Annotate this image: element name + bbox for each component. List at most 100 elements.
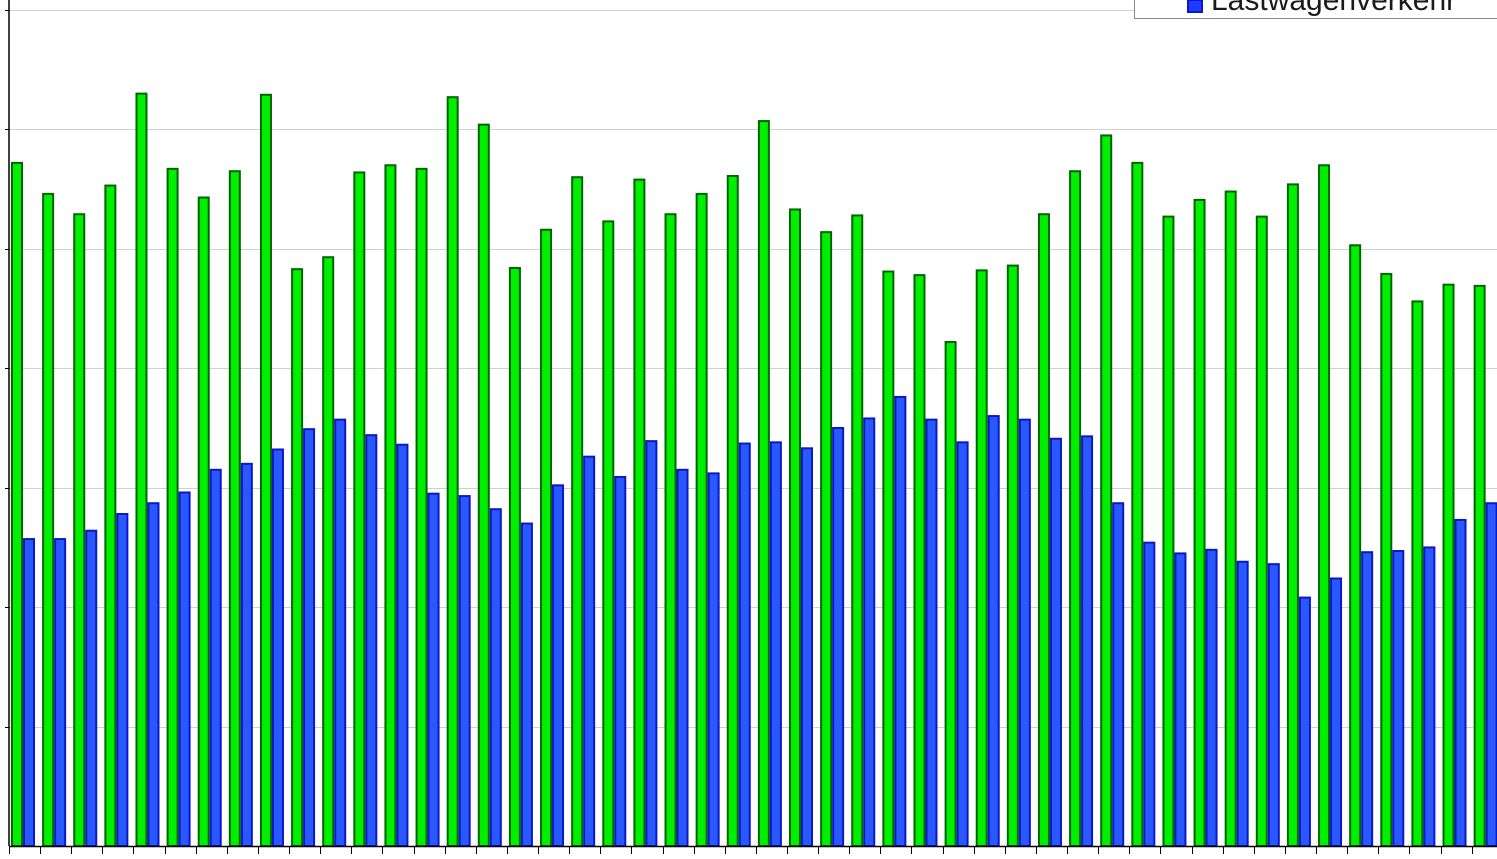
bar-series-1 — [1037, 213, 1050, 848]
bar-series-1 — [1255, 215, 1268, 847]
bar-series-1 — [1442, 283, 1455, 847]
legend-swatch-lastwagenverkehr — [1187, 0, 1203, 13]
bar-series-1 — [1224, 190, 1237, 847]
bar-lastwagenverkehr — [1112, 502, 1125, 847]
bar-lastwagenverkehr — [271, 448, 284, 847]
bar-series-1 — [1473, 284, 1486, 847]
bar-series-1 — [11, 161, 23, 847]
bar-lastwagenverkehr — [1205, 548, 1218, 847]
bar-series-1 — [135, 92, 148, 848]
bar-lastwagenverkehr — [178, 491, 191, 847]
bar-lastwagenverkehr — [614, 475, 627, 847]
bar-lastwagenverkehr — [54, 538, 67, 847]
bar-lastwagenverkehr — [1081, 435, 1094, 847]
bar-lastwagenverkehr — [863, 417, 876, 847]
bar-series-1 — [166, 167, 179, 847]
bar-series-1 — [322, 256, 335, 847]
bar-series-1 — [73, 213, 86, 848]
bar-lastwagenverkehr — [1143, 541, 1156, 847]
bar-series-1 — [1349, 244, 1362, 847]
bar-lastwagenverkehr — [458, 495, 471, 847]
bar-series-1 — [789, 208, 801, 847]
bar-lastwagenverkehr — [1236, 560, 1249, 847]
legend-label-lastwagenverkehr: Lastwagenverkehr — [1211, 0, 1457, 17]
bar-series-1 — [1193, 198, 1206, 848]
bar-lastwagenverkehr — [209, 468, 222, 847]
bar-lastwagenverkehr — [832, 427, 845, 847]
bar-lastwagenverkehr — [645, 440, 658, 847]
bar-series-1 — [1069, 170, 1082, 847]
bar-lastwagenverkehr — [707, 472, 720, 847]
bars — [11, 92, 1497, 848]
bar-series-1 — [1411, 300, 1424, 847]
bar-series-1 — [882, 270, 895, 847]
bar-series-1 — [104, 184, 117, 847]
bar-series-1 — [851, 214, 864, 848]
bar-lastwagenverkehr — [1454, 518, 1467, 848]
bar-lastwagenverkehr — [552, 484, 565, 847]
bar-lastwagenverkehr — [801, 447, 813, 847]
bar-lastwagenverkehr — [1267, 563, 1280, 847]
bar-series-1 — [726, 175, 739, 847]
bar-lastwagenverkehr — [1330, 577, 1343, 847]
bar-lastwagenverkehr — [676, 468, 689, 847]
bar-lastwagenverkehr — [769, 441, 782, 847]
bar-series-1 — [820, 231, 833, 847]
bar-series-1 — [508, 266, 521, 848]
bar-lastwagenverkehr — [489, 508, 502, 847]
bar-lastwagenverkehr — [738, 442, 751, 847]
bar-lastwagenverkehr — [583, 455, 596, 847]
bar-lastwagenverkehr — [1485, 502, 1497, 847]
bar-lastwagenverkehr — [925, 418, 938, 847]
bar-lastwagenverkehr — [365, 434, 378, 847]
bar-series-1 — [446, 96, 459, 847]
bar-lastwagenverkehr — [334, 418, 347, 847]
bar-lastwagenverkehr — [1298, 596, 1311, 847]
bar-series-1 — [757, 120, 770, 848]
bar-series-1 — [291, 268, 304, 848]
legend: Lastwagenverkehr — [1134, 0, 1497, 19]
bar-lastwagenverkehr — [894, 395, 907, 847]
bar-lastwagenverkehr — [427, 492, 440, 847]
bar-series-1 — [664, 213, 677, 848]
bar-lastwagenverkehr — [956, 441, 969, 847]
bar-lastwagenverkehr — [1018, 418, 1031, 847]
bar-lastwagenverkehr — [1423, 546, 1436, 848]
bar-series-1 — [975, 269, 988, 847]
bar-lastwagenverkehr — [520, 522, 533, 847]
bar-series-1 — [384, 164, 397, 847]
bar-lastwagenverkehr — [987, 415, 1000, 847]
bar-series-1 — [197, 196, 210, 847]
bar-series-1 — [944, 341, 957, 847]
bar-lastwagenverkehr — [303, 428, 316, 847]
bar-series-1 — [695, 192, 708, 848]
bar-series-1 — [1006, 264, 1019, 847]
bar-series-1 — [259, 93, 272, 847]
bar-lastwagenverkehr — [23, 538, 35, 847]
bar-series-1 — [913, 274, 926, 848]
bar-series-1 — [228, 170, 241, 847]
bar-series-1 — [1131, 161, 1144, 847]
bar-lastwagenverkehr — [1174, 552, 1187, 848]
bar-lastwagenverkehr — [240, 462, 253, 847]
bar-series-1 — [42, 192, 55, 848]
bar-series-1 — [477, 123, 490, 847]
bar-series-1 — [1100, 134, 1113, 847]
bar-lastwagenverkehr — [85, 529, 98, 847]
bar-lastwagenverkehr — [1361, 551, 1374, 847]
bar-series-1 — [633, 178, 646, 848]
bar-series-1 — [415, 167, 428, 847]
bar-series-1 — [1318, 164, 1331, 847]
bar-series-1 — [571, 176, 584, 847]
bar-lastwagenverkehr — [147, 502, 160, 847]
bar-series-1 — [353, 171, 366, 847]
bar-lastwagenverkehr — [116, 512, 129, 847]
bar-series-1 — [540, 228, 553, 847]
bar-lastwagenverkehr — [1049, 437, 1062, 847]
bar-lastwagenverkehr — [1392, 550, 1405, 847]
bar-series-1 — [1162, 215, 1175, 847]
bar-series-1 — [1380, 272, 1393, 847]
bar-lastwagenverkehr — [396, 443, 409, 847]
bar-series-1 — [602, 220, 615, 848]
